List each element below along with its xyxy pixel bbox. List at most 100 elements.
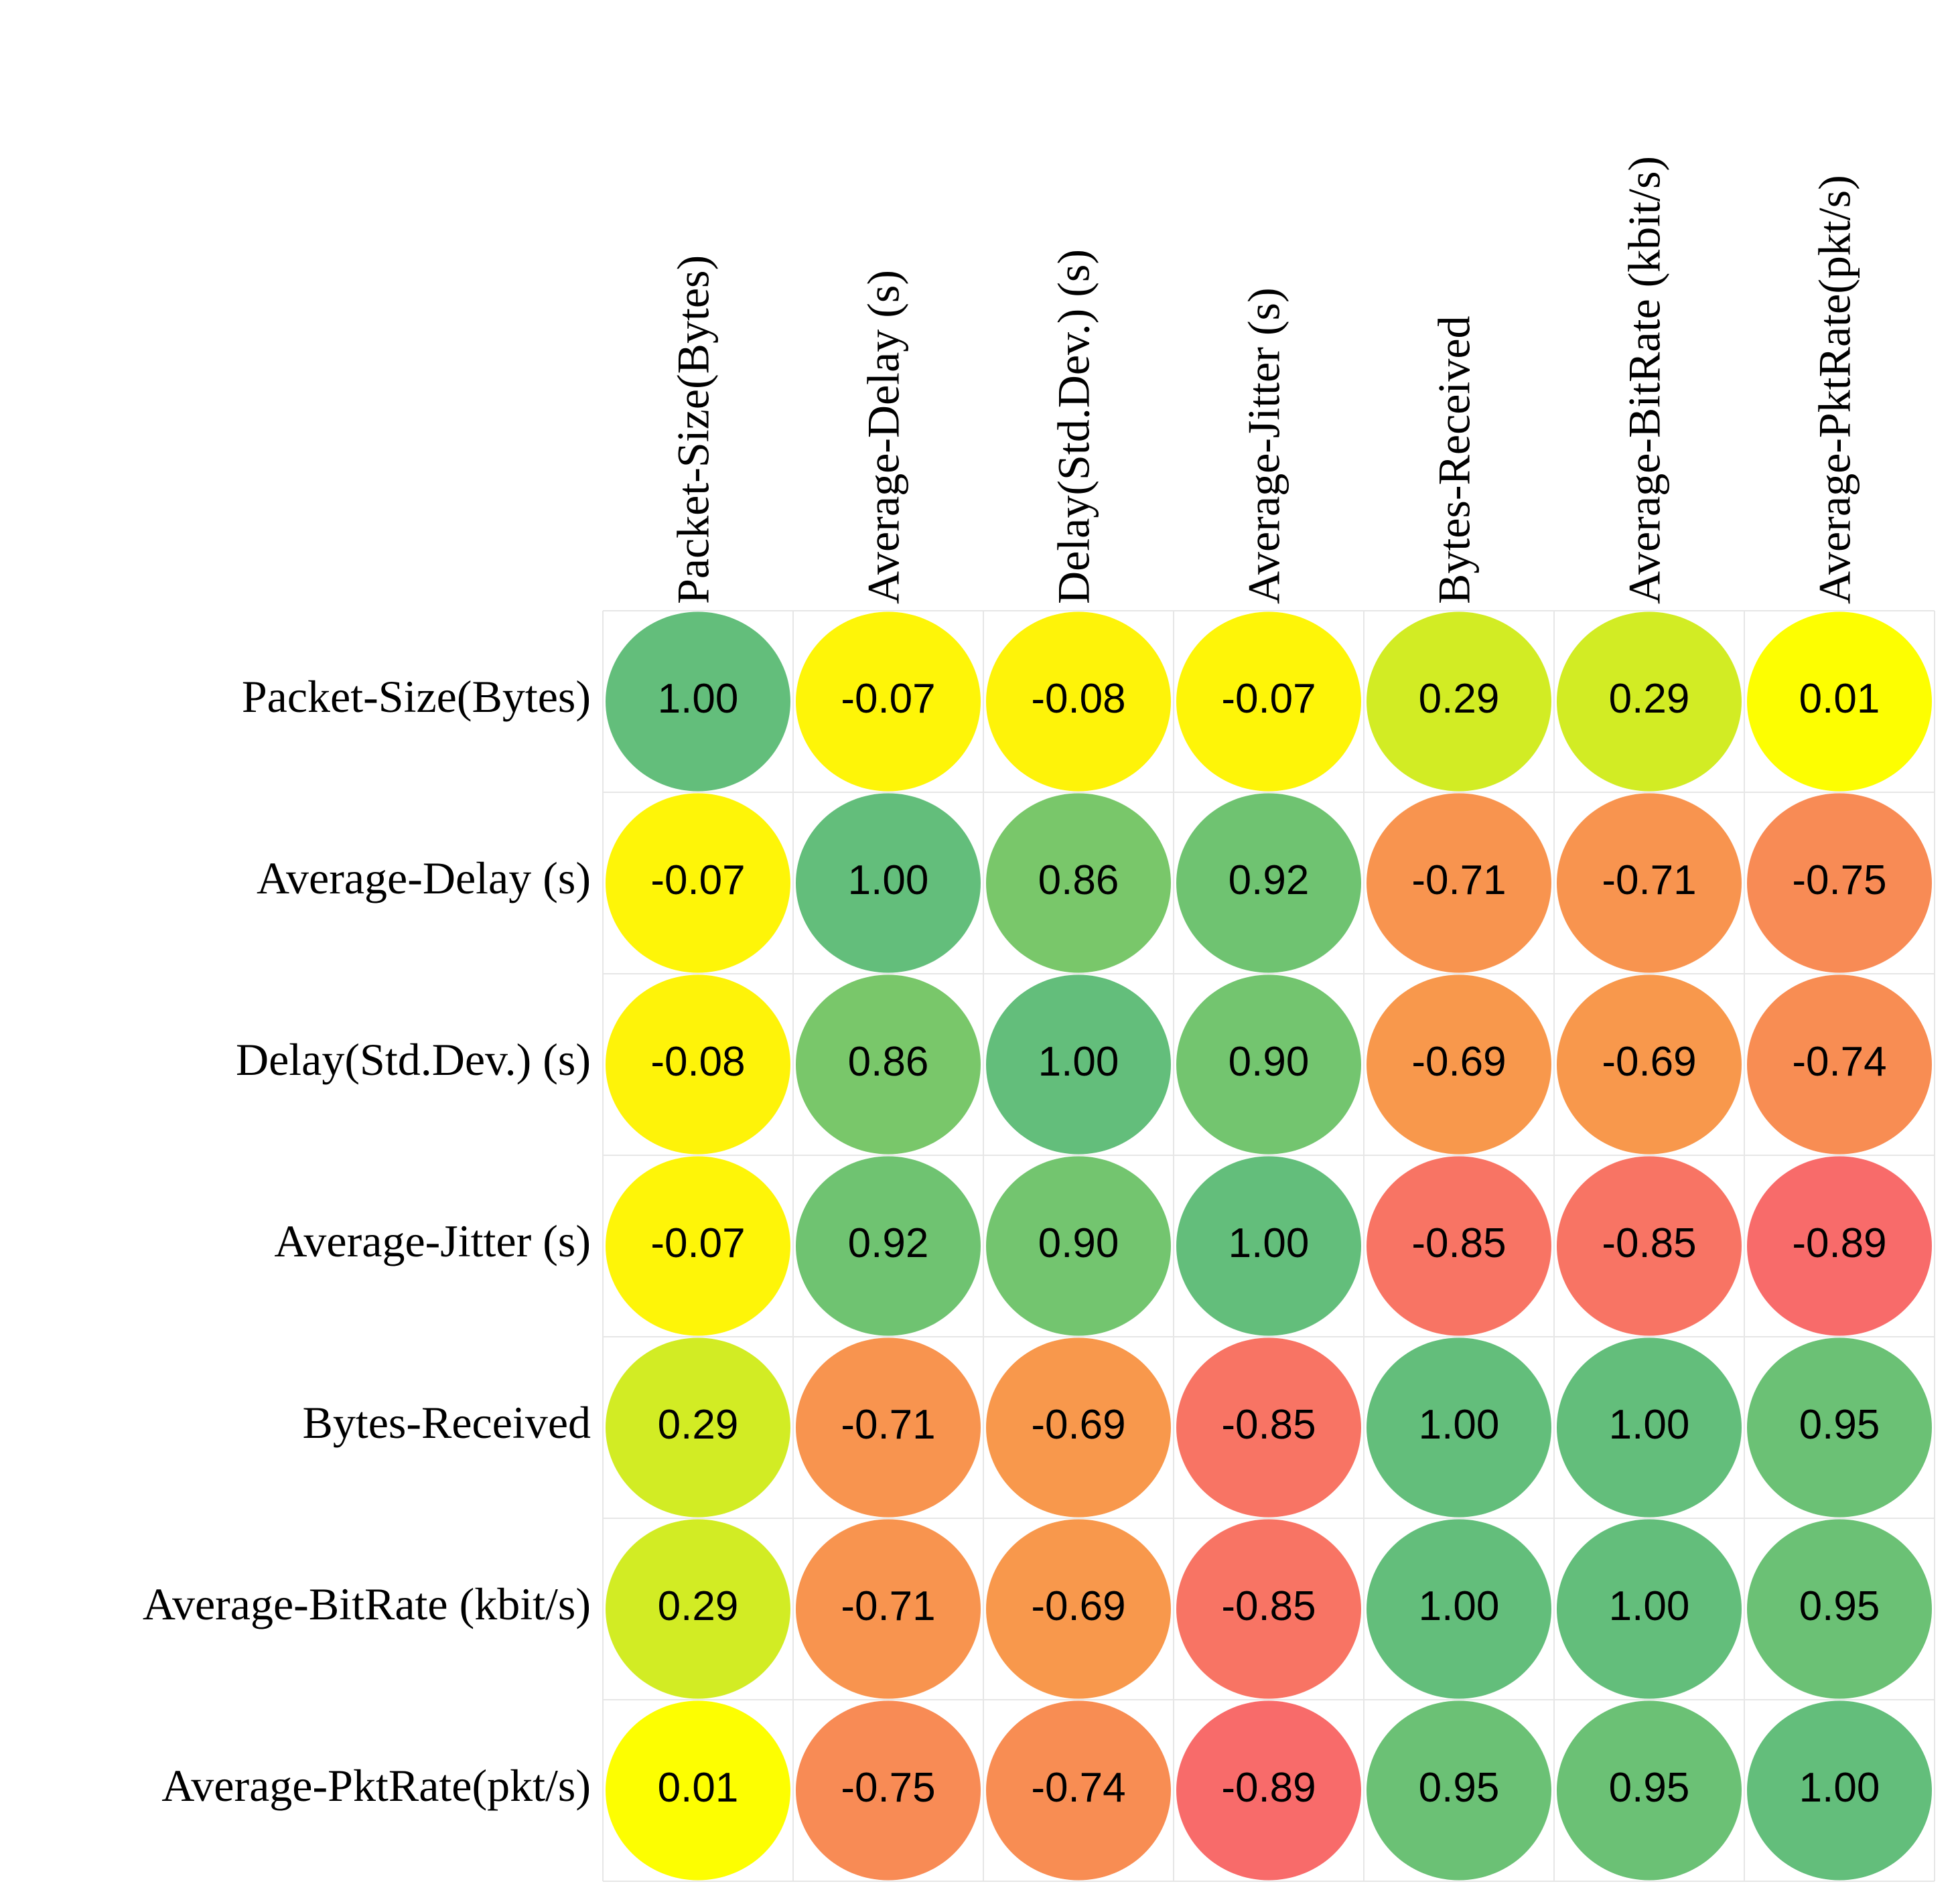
matrix-cell: -0.08 [606,974,790,1155]
correlation-value: -0.07 [650,1220,745,1266]
correlation-circle [1747,1156,1932,1336]
matrix-cells: 1.00 -0.07 -0.08 -0.07 0.29 0.29 0.01 -0.07 1.00… [606,611,1932,1881]
row-label: Delay(Std.Dev.) (s) [236,1034,591,1085]
correlation-circle [1367,1700,1551,1881]
matrix-cell: -0.07 [796,611,981,792]
correlation-value: -0.74 [1792,1039,1886,1085]
correlation-value: -0.69 [1602,1039,1696,1085]
matrix-cell: 0.29 [606,1337,790,1518]
matrix-cell: -0.75 [796,1700,981,1881]
correlation-circle [1557,611,1742,792]
correlation-value: -0.08 [650,1039,745,1085]
correlation-value: -0.07 [1221,676,1316,722]
correlation-value: 1.00 [848,857,929,903]
matrix-cell: 0.90 [986,1156,1171,1336]
correlation-circle [606,1700,790,1881]
correlation-value: -0.85 [1221,1583,1316,1629]
correlation-value: 0.90 [1038,1220,1119,1266]
matrix-cell: 0.29 [606,1519,790,1699]
correlation-circle [1747,974,1932,1155]
matrix-cell: -0.74 [1747,974,1932,1155]
correlation-value: 1.00 [1229,1220,1310,1266]
correlation-value: 0.95 [1799,1402,1880,1448]
correlation-value: -0.75 [841,1765,935,1811]
correlation-value: 0.92 [1229,857,1310,903]
correlation-circle [986,1337,1171,1518]
correlation-circle [1747,611,1932,792]
column-label: Delay(Std.Dev.) (s) [1048,249,1099,604]
matrix-cell: -0.85 [1176,1519,1361,1699]
matrix-cell: -0.69 [1557,974,1742,1155]
correlation-value: 0.29 [658,1402,739,1448]
correlation-value: -0.85 [1221,1402,1316,1448]
correlation-value: 1.00 [1609,1402,1690,1448]
correlation-circle [606,1519,790,1699]
correlation-circle [606,611,790,792]
matrix-cell: 0.01 [1747,611,1932,792]
correlation-circle [1557,1156,1742,1336]
correlation-circle [986,611,1171,792]
matrix-cell: -0.08 [986,611,1171,792]
column-label: Average-Jitter (s) [1239,287,1289,604]
matrix-cell: -0.71 [1557,793,1742,973]
matrix-cell: 0.29 [1367,611,1551,792]
correlation-circle [1747,1700,1932,1881]
correlation-circle [796,611,981,792]
correlation-value: -0.89 [1792,1220,1886,1266]
correlation-circle [1367,1519,1551,1699]
correlation-value: -0.71 [841,1402,935,1448]
matrix-cell: -0.71 [796,1337,981,1518]
correlation-value: 1.00 [1419,1402,1500,1448]
correlation-value: 0.29 [1419,676,1500,722]
column-labels: Packet-Size(Bytes) Average-Delay (s) Delay… [668,156,1860,604]
matrix-cell: 1.00 [796,793,981,973]
correlation-value: -0.74 [1031,1765,1125,1811]
correlation-value: 0.95 [1799,1583,1880,1629]
correlation-value: -0.07 [650,857,745,903]
correlation-circle [1747,1519,1932,1699]
column-label: Average-BitRate (kbit/s) [1619,156,1670,604]
row-label: Average-BitRate (kbit/s) [143,1579,591,1629]
correlation-value: 0.86 [1038,857,1119,903]
row-label: Average-PktRate(pkt/s) [161,1760,591,1811]
matrix-cell: 0.01 [606,1700,790,1881]
correlation-value: -0.69 [1031,1402,1125,1448]
matrix-cell: -0.89 [1176,1700,1361,1881]
matrix-cell: -0.07 [606,793,790,973]
correlation-circle [986,974,1171,1155]
matrix-cell: -0.85 [1557,1156,1742,1336]
correlation-circle [986,793,1171,973]
matrix-cell: 0.95 [1747,1519,1932,1699]
correlation-circle [796,793,981,973]
matrix-cell: 1.00 [1176,1156,1361,1336]
correlation-value: 0.29 [658,1583,739,1629]
correlation-circle [606,1337,790,1518]
grid-layer [602,610,1935,1882]
correlation-circle [796,1156,981,1336]
correlation-value: 0.90 [1229,1039,1310,1085]
correlation-value: -0.89 [1221,1765,1316,1811]
correlation-circle [1367,1156,1551,1336]
correlation-circle [1557,793,1742,973]
correlation-circle [1367,1337,1551,1518]
matrix-cell: 1.00 [1747,1700,1932,1881]
correlation-circle [1557,1337,1742,1518]
correlation-value: -0.75 [1792,857,1886,903]
matrix-cell: -0.07 [606,1156,790,1336]
matrix-cell: 1.00 [1557,1519,1742,1699]
correlation-circle [606,793,790,973]
correlation-value: 0.95 [1419,1765,1500,1811]
matrix-cell: 1.00 [1367,1337,1551,1518]
correlation-value: 0.92 [848,1220,929,1266]
correlation-value: 0.01 [1799,676,1880,722]
matrix-cell: 0.92 [796,1156,981,1336]
row-label: Packet-Size(Bytes) [242,671,591,722]
correlation-circle [1367,974,1551,1155]
matrix-cell: -0.71 [1367,793,1551,973]
correlation-value: -0.71 [841,1583,935,1629]
correlation-value: 1.00 [1038,1039,1119,1085]
correlation-value: 0.29 [1609,676,1690,722]
correlation-circle [796,974,981,1155]
correlation-value: -0.08 [1031,676,1125,722]
